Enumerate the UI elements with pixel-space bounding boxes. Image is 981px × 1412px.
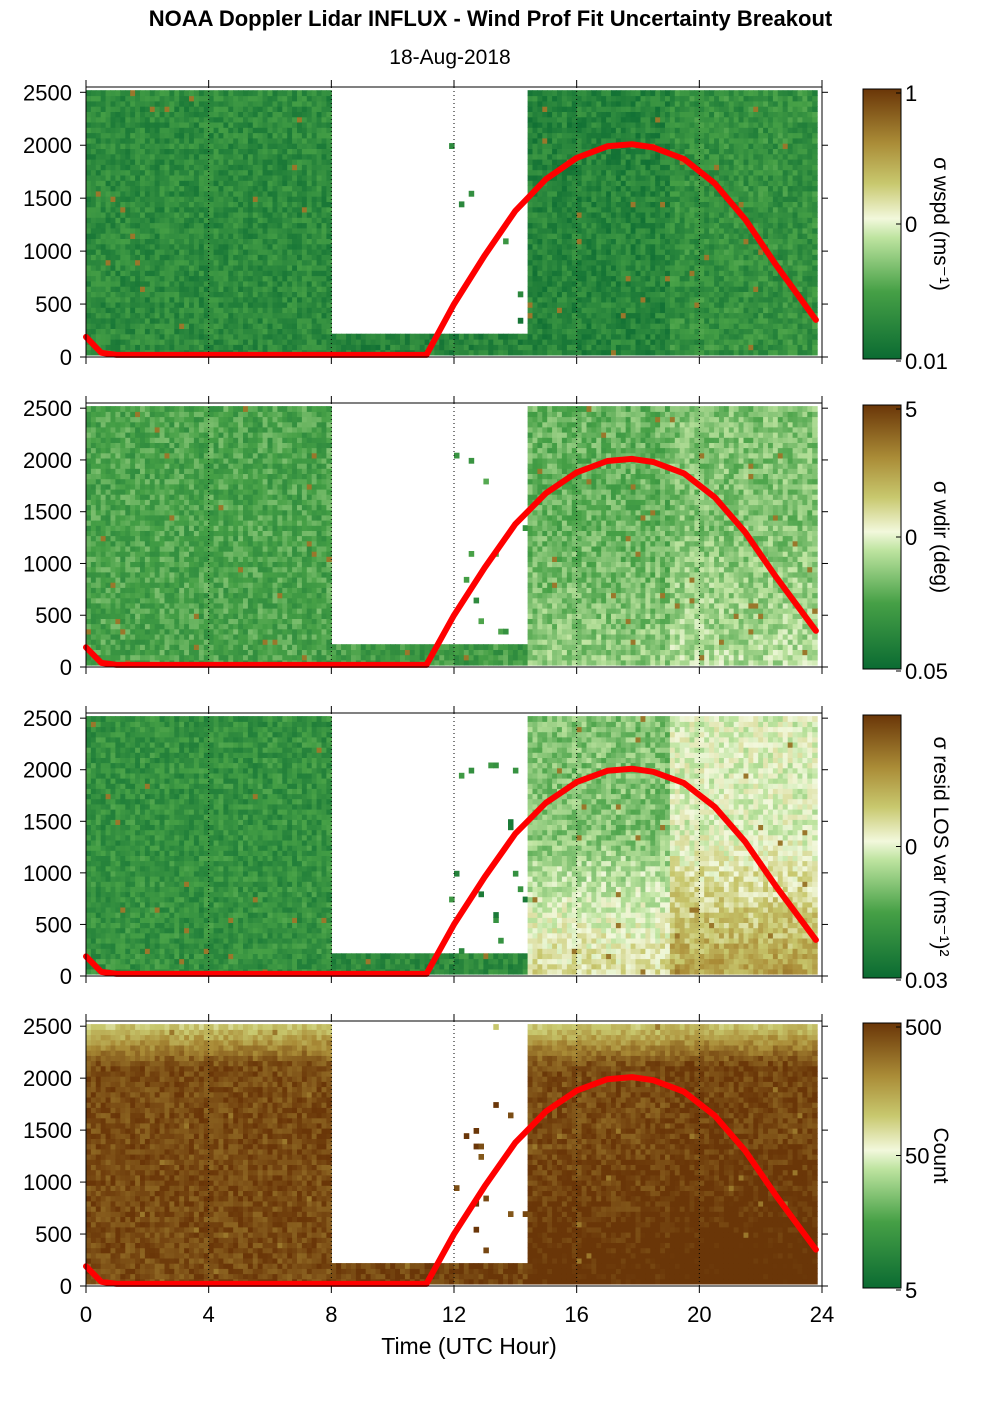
xtick-label: 12	[442, 1302, 466, 1327]
ytick-label: 2000	[23, 133, 72, 158]
ytick-label: 500	[35, 1222, 72, 1247]
colorbar-tick-label: 0.05	[905, 659, 948, 684]
ytick-label: 0	[60, 345, 72, 370]
xtick-label: 8	[325, 1302, 337, 1327]
colorbar-gradient	[863, 405, 901, 669]
ytick-label: 2500	[23, 80, 72, 105]
colorbar-tick-label: 1	[905, 81, 917, 106]
colorbar-tick-label: 0	[905, 835, 917, 860]
colorbar-gradient	[863, 715, 901, 978]
xtick-label: 4	[203, 1302, 215, 1327]
heatmap-cells	[86, 716, 818, 975]
ytick-label: 500	[35, 292, 72, 317]
colorbar-gradient	[863, 89, 901, 359]
ytick-label: 1500	[23, 186, 72, 211]
xtick-label: 0	[80, 1302, 92, 1327]
ytick-label: 1500	[23, 500, 72, 525]
colorbar-gradient	[863, 1023, 901, 1288]
colorbar-wdir: 5 0 0.05 σ wdir (deg)	[863, 397, 952, 684]
ytick-label: 2000	[23, 448, 72, 473]
colorbar-tick-label: 5	[905, 1278, 917, 1303]
figure-canvas: 05001000150020002500 100.01σ wspd (ms⁻¹)0…	[0, 0, 981, 1412]
heatmap-cells	[86, 406, 818, 665]
colorbar-label: σ wspd (ms⁻¹)	[929, 157, 952, 291]
x-axis-label: Time (UTC Hour)	[381, 1333, 556, 1359]
colorbar-tick-label: 0.03	[905, 968, 948, 993]
ytick-label: 2500	[23, 1014, 72, 1039]
panel-wspd: 0 500 1000 1500 2000 2500 1 0 0.01 σ wspd (ms⁻¹)	[23, 80, 952, 374]
colorbar-count: 500 50 5 Count	[863, 1015, 952, 1303]
ytick-label: 500	[35, 912, 72, 937]
heatmap-cells	[86, 1024, 818, 1284]
xtick-label: 16	[564, 1302, 588, 1327]
ytick-label: 1000	[23, 861, 72, 886]
ytick-label: 2500	[23, 706, 72, 731]
ytick-label: 500	[35, 603, 72, 628]
panel-wdir: 0 500 1000 1500 2000 2500 5 0 0.05 σ wdir (deg)	[23, 396, 952, 684]
ytick-label: 2000	[23, 1066, 72, 1091]
panel-count: 0 500 1000 1500 2000 2500 0 4 8 12 16 20 24 Time (UTC…	[23, 1014, 952, 1359]
ytick-label: 1000	[23, 551, 72, 576]
ytick-label: 0	[60, 964, 72, 989]
colorbar-tick-label: 0	[905, 525, 917, 550]
ytick-label: 2500	[23, 396, 72, 421]
colorbar-label: Count	[929, 1127, 952, 1183]
xtick-label: 20	[687, 1302, 711, 1327]
xtick-label: 24	[810, 1302, 834, 1327]
colorbar-label: σ wdir (deg)	[929, 481, 952, 593]
ytick-label: 2000	[23, 758, 72, 783]
heatmap-cells	[86, 90, 818, 355]
ytick-label: 1000	[23, 1170, 72, 1195]
colorbar-tick-label: 0	[905, 212, 917, 237]
colorbar-resid_los_var: 0 0.03 σ resid LOS var (ms⁻¹)²	[863, 715, 952, 993]
ytick-label: 0	[60, 655, 72, 680]
ytick-label: 1000	[23, 239, 72, 264]
panel-resid_los_var: 0 500 1000 1500 2000 2500 0 0.03 σ resid LOS var…	[23, 706, 952, 993]
ytick-label: 1500	[23, 1118, 72, 1143]
ytick-label: 1500	[23, 809, 72, 834]
colorbar-label: σ resid LOS var (ms⁻¹)²	[929, 736, 952, 956]
ytick-label: 0	[60, 1274, 72, 1299]
colorbar-tick-label: 50	[905, 1144, 929, 1169]
colorbar-wspd: 1 0 0.01 σ wspd (ms⁻¹)	[863, 81, 952, 374]
colorbar-tick-label: 5	[905, 397, 917, 422]
colorbar-tick-label: 0.01	[905, 349, 948, 374]
colorbar-tick-label: 500	[905, 1015, 942, 1040]
